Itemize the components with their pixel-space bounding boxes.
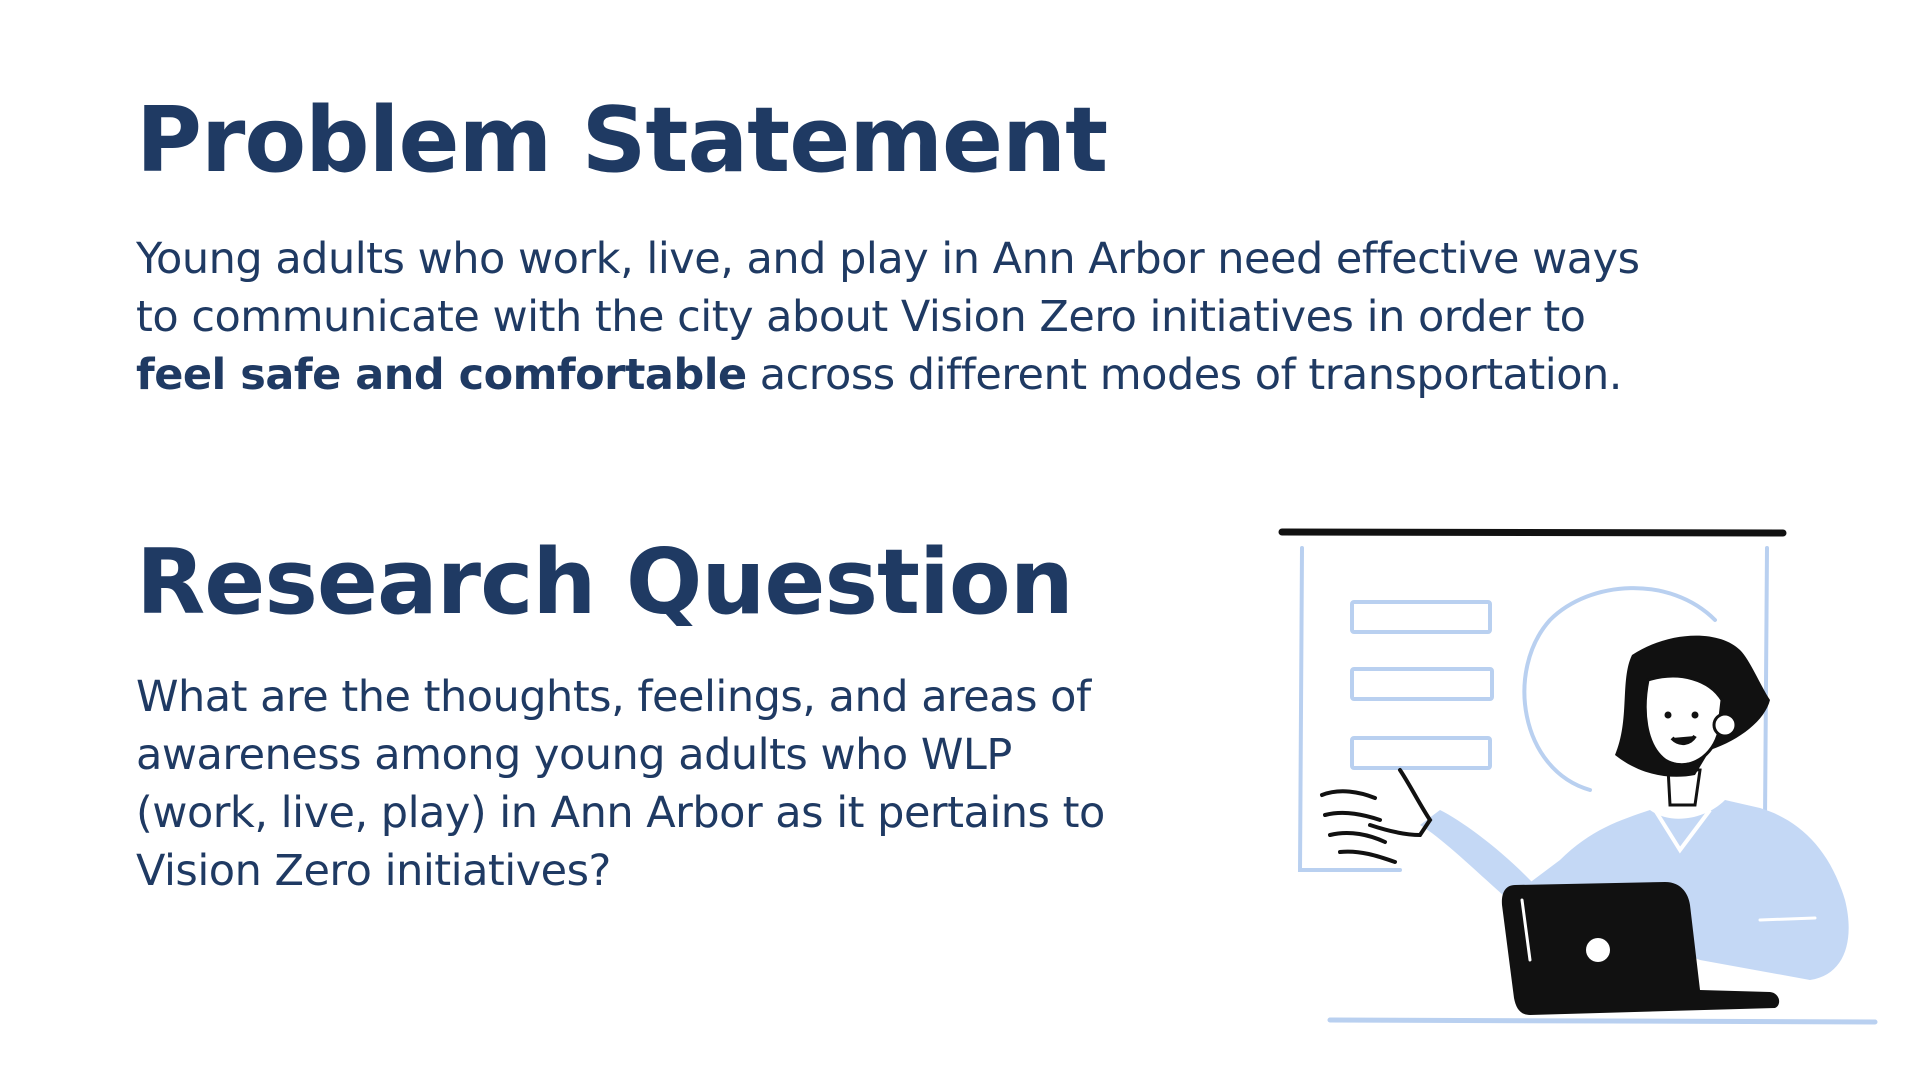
problem-statement-body: Young adults who work, live, and play in… xyxy=(136,230,1676,404)
problem-statement-text-start: Young adults who work, live, and play in… xyxy=(136,234,1640,342)
research-question-body: What are the thoughts, feelings, and are… xyxy=(136,672,1105,896)
problem-statement-heading: Problem Statement xyxy=(136,88,1108,193)
presenter-with-laptop-illustration xyxy=(1278,528,1878,1025)
problem-statement-text-end: across different modes of transportation… xyxy=(746,350,1623,400)
research-question-heading: Research Question xyxy=(136,530,1074,635)
problem-statement-emphasis: feel safe and comfortable xyxy=(136,350,747,400)
